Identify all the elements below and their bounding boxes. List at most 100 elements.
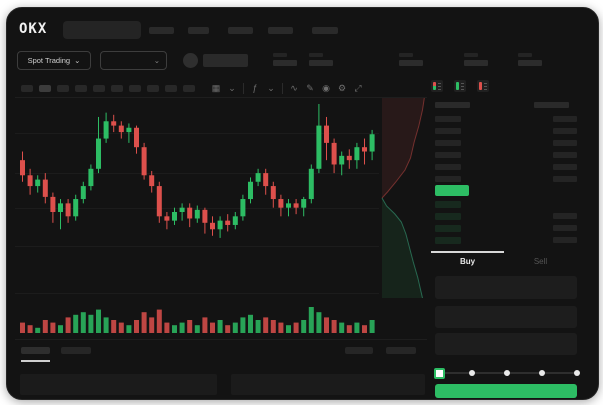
timeframe-button[interactable] [39,85,51,92]
chevron-down-icon[interactable]: ⌄ [228,83,236,93]
percent-slider[interactable] [434,368,580,379]
nav-item[interactable] [312,27,338,34]
orderbook-ask-row[interactable] [435,164,577,170]
timeframe-button[interactable] [93,85,105,92]
timeframe-row [21,85,195,92]
tab-sell[interactable]: Sell [533,257,548,266]
chart-element [210,222,215,230]
slider-stop[interactable] [504,370,510,376]
chart-element [308,168,314,200]
bid-price-placeholder [435,225,461,232]
chart-element [232,216,238,225]
chart-settings-icon[interactable]: ⚙ [337,83,347,93]
chart-element [248,314,253,333]
market-type-dropdown[interactable]: Spot Trading ⌄ [17,51,91,70]
timeframe-button[interactable] [75,85,87,92]
orderbook-bids-icon[interactable] [454,80,466,92]
timeframe-button[interactable] [165,85,177,92]
orderbook-bid-row[interactable] [435,201,577,208]
chart-element [65,203,71,217]
fullscreen-icon[interactable]: ⤢ [354,83,362,93]
chart-element [301,320,307,333]
chart-element [324,317,329,333]
stat-label-placeholder [464,53,478,57]
slider-stop[interactable] [574,370,580,376]
chart-element [194,325,200,333]
chart-element [362,325,367,333]
chart-element [42,179,48,197]
bottom-tab[interactable] [61,347,91,354]
bottom-panel-control[interactable] [386,347,416,354]
chart-element [156,309,162,333]
bid-amount-placeholder [553,213,577,219]
ticker-stat [309,53,333,66]
pair-selector-dropdown[interactable]: ⌄ [100,51,167,70]
bottom-right-controls [345,347,416,354]
market-type-label: Spot Trading [27,56,71,65]
toolbar-divider [282,82,283,94]
timeframe-button[interactable] [183,85,195,92]
nav-item[interactable] [188,27,209,34]
chart-element [126,127,132,133]
chart-element [15,246,379,247]
orderbook-ask-row[interactable] [435,116,577,122]
orderbook-asks-icon[interactable] [477,80,489,92]
chart-type-icon[interactable]: ▦ [211,83,221,93]
okx-logo[interactable]: OKX [19,21,48,37]
slider-stop[interactable] [469,370,475,376]
tab-buy[interactable]: Buy [459,257,476,266]
nav-item[interactable] [268,27,293,34]
slider-stop[interactable] [539,370,545,376]
timeframe-button[interactable] [147,85,159,92]
orderbook-ask-row[interactable] [435,176,577,182]
orderbook-asks [435,116,577,182]
bottom-panel-control[interactable] [345,347,373,354]
chart-element [103,317,109,333]
line-tool-icon[interactable]: ∿ [290,83,298,93]
buy-submit-button[interactable] [435,384,577,398]
timeframe-button[interactable] [21,85,33,92]
bottom-tab[interactable] [21,347,50,354]
ask-amount-placeholder [553,176,577,182]
orderbook-bid-row[interactable] [435,213,577,220]
screenshot-icon[interactable]: ◉ [322,83,330,93]
chart-element [263,173,269,187]
chart-element [324,125,329,143]
chart-element [50,196,56,212]
chart-element [20,322,25,333]
orderbook-ask-row[interactable] [435,128,577,134]
orderbook-icon-line [438,89,441,90]
orderbook-combined-icon[interactable] [431,80,443,92]
chart-element [278,322,284,333]
candlestick-chart[interactable] [15,98,379,336]
orderbook-ask-row[interactable] [435,152,577,158]
bid-price-placeholder [435,237,461,244]
order-total-field[interactable] [435,333,577,355]
bottom-tabs [21,347,91,354]
search-input[interactable] [63,21,141,39]
toolbar-divider [15,97,427,98]
chart-element [96,138,101,169]
indicators-icon[interactable]: ƒ [252,83,258,93]
chart-element [278,199,284,208]
orderbook-view-toggles [431,80,489,92]
orderbook-bid-row[interactable] [435,237,577,244]
chart-element [111,121,117,126]
chart-element [27,325,33,333]
chart-element [288,199,289,217]
timeframe-button[interactable] [129,85,141,92]
timeframe-button[interactable] [57,85,69,92]
chart-element [339,322,345,333]
nav-item[interactable] [149,27,174,34]
orderbook-last-price[interactable] [435,185,469,196]
stat-value-placeholder [309,60,333,66]
nav-item[interactable] [228,27,253,34]
slider-stop[interactable] [434,368,445,379]
timeframe-button[interactable] [111,85,123,92]
orderbook-ask-row[interactable] [435,140,577,146]
order-price-field[interactable] [435,276,577,299]
orderbook-bid-row[interactable] [435,225,577,232]
chevron-down-icon[interactable]: ⌄ [267,83,275,93]
order-amount-field[interactable] [435,306,577,328]
draw-tool-icon[interactable]: ✎ [306,83,314,93]
